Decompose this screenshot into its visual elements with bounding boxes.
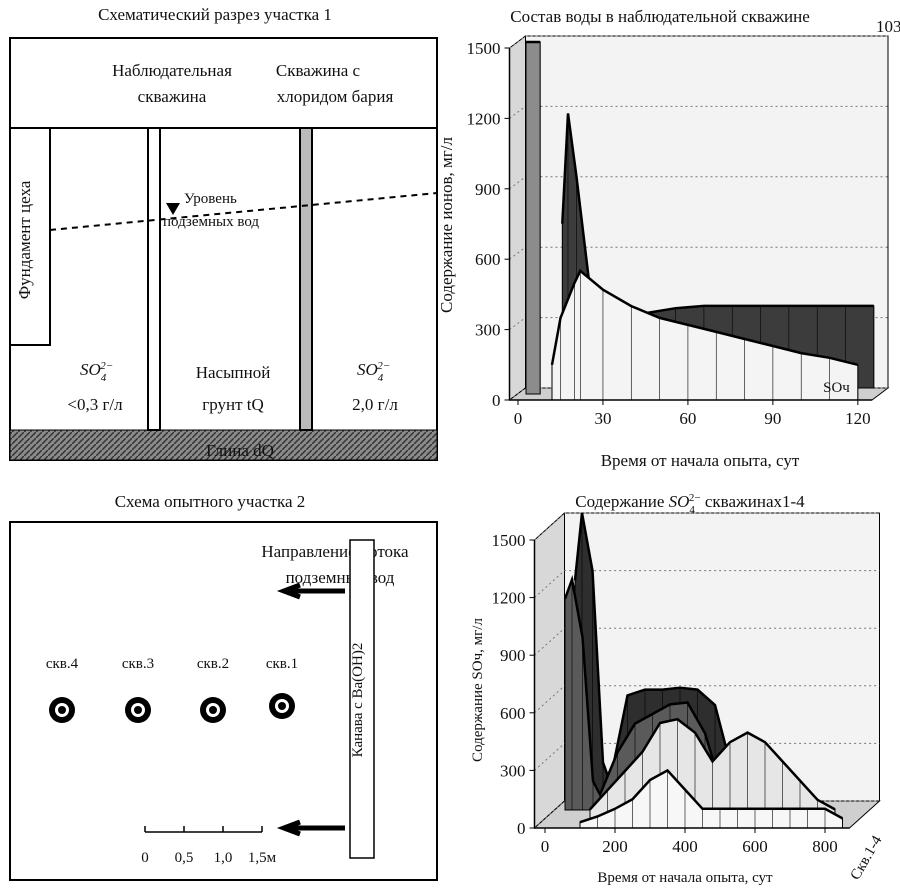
label: хлоридом бария (277, 87, 394, 106)
x-tick-label: 200 (602, 837, 628, 856)
scale-label: 1,0 (214, 850, 233, 866)
area-edge (550, 268, 859, 367)
title-note: 103 (876, 17, 900, 36)
label: подземных вод (163, 214, 259, 230)
label: скважина (138, 87, 207, 106)
panel-title: Схематический разрез участка 1 (98, 5, 332, 24)
section-frame (9, 37, 438, 461)
x-tick-label: 60 (679, 409, 696, 428)
y-tick-label: 600 (500, 704, 526, 723)
y-tick-label: 900 (475, 180, 501, 199)
x-tick-label: 90 (764, 409, 781, 428)
x-axis-label: Время от начала опыта, сут (597, 870, 773, 886)
side-wall (534, 511, 565, 830)
y-tick-label: 900 (500, 646, 526, 665)
scale-bar (144, 826, 263, 833)
ion-label: SO42− (80, 360, 113, 384)
x-tick-label: 30 (594, 409, 611, 428)
area-edge (563, 574, 724, 798)
well-label: скв.4 (46, 656, 79, 672)
flow-arrow (276, 819, 345, 837)
label: Фундамент цеха (15, 180, 34, 299)
x-tick-label: 600 (742, 837, 768, 856)
y-axis-label: Содержание ионов, мг/л (437, 136, 456, 313)
well-label: скв.3 (122, 656, 154, 672)
area (525, 41, 541, 395)
ion-base: SO (80, 360, 101, 379)
label: Канава с Ba(OH)2 (350, 643, 366, 758)
y-axis-label: Содержание SOч, мг/л (470, 618, 486, 762)
ditch (349, 539, 375, 859)
well-label: скв.2 (197, 656, 229, 672)
flow-arrow (276, 582, 345, 600)
area-edge (573, 512, 734, 787)
grid-line (534, 512, 880, 541)
clay-layer (9, 429, 438, 461)
foundation (9, 127, 51, 346)
chart-title: Состав воды в наблюдательной скважине (510, 7, 810, 26)
observation-well (147, 127, 161, 431)
ion-label: SO42− (357, 360, 390, 384)
scale-label: 0 (141, 850, 149, 866)
grid-line (534, 570, 880, 598)
label: Направление потока (261, 542, 409, 561)
y-tick-label: 300 (500, 761, 526, 780)
well-label: скв.1 (266, 656, 298, 672)
ion-base: SO (357, 360, 378, 379)
label: подземных вод (286, 568, 395, 587)
y-tick-label: 1200 (467, 109, 501, 128)
label: <0,3 г/л (67, 395, 123, 414)
chart-title: Содержание SO42− скважинах1-4 (575, 492, 805, 516)
ion-sup: 2− (377, 360, 390, 372)
series-label: SOч (823, 380, 850, 396)
x-tick-label: 120 (845, 409, 871, 428)
area-edge (589, 717, 836, 811)
label: Насыпной (196, 363, 271, 382)
grid-line (509, 35, 888, 49)
x-tick-label: 0 (514, 409, 523, 428)
x-axis-label: Время от начала опыта, сут (601, 451, 800, 470)
water-level-marker (166, 203, 180, 215)
depth-axis-label: Скв.1-4 (848, 833, 886, 883)
area-edge (579, 768, 844, 824)
y-tick-label: 0 (517, 819, 526, 838)
x-tick-label: 400 (672, 837, 698, 856)
title-part: 4 (689, 504, 695, 516)
label: Глина dQ (206, 441, 274, 460)
y-tick-label: 1500 (492, 531, 526, 550)
y-tick-label: 1500 (467, 39, 501, 58)
title-part: Содержание (575, 492, 668, 511)
y-tick-label: 600 (475, 250, 501, 269)
barium-well (299, 127, 313, 431)
title-part: SO (669, 492, 690, 511)
water-level-line (49, 192, 438, 231)
title-part: 2− (689, 492, 701, 504)
ion-sup: 2− (100, 360, 113, 372)
panel-title: Схема опытного участка 2 (115, 492, 306, 511)
x-tick-label: 0 (541, 837, 550, 856)
y-tick-label: 300 (475, 321, 501, 340)
label: Уровень (184, 191, 237, 207)
label: грунт tQ (202, 395, 264, 414)
well-icons (49, 693, 295, 723)
y-tick-label: 1200 (492, 589, 526, 608)
ion-sub: 4 (101, 372, 107, 384)
x-tick-label: 800 (812, 837, 838, 856)
title-part: скважинах1-4 (701, 492, 806, 511)
side-wall (509, 35, 526, 401)
y-tick-label: 0 (492, 391, 501, 410)
label: Наблюдательная (112, 61, 232, 80)
label: 2,0 г/л (352, 395, 398, 414)
label: Скважина с (276, 61, 361, 80)
area-edge (561, 113, 874, 319)
scale-label: 0,5 (175, 850, 194, 866)
scale-label: 1,5м (248, 850, 277, 866)
ion-sub: 4 (378, 372, 384, 384)
